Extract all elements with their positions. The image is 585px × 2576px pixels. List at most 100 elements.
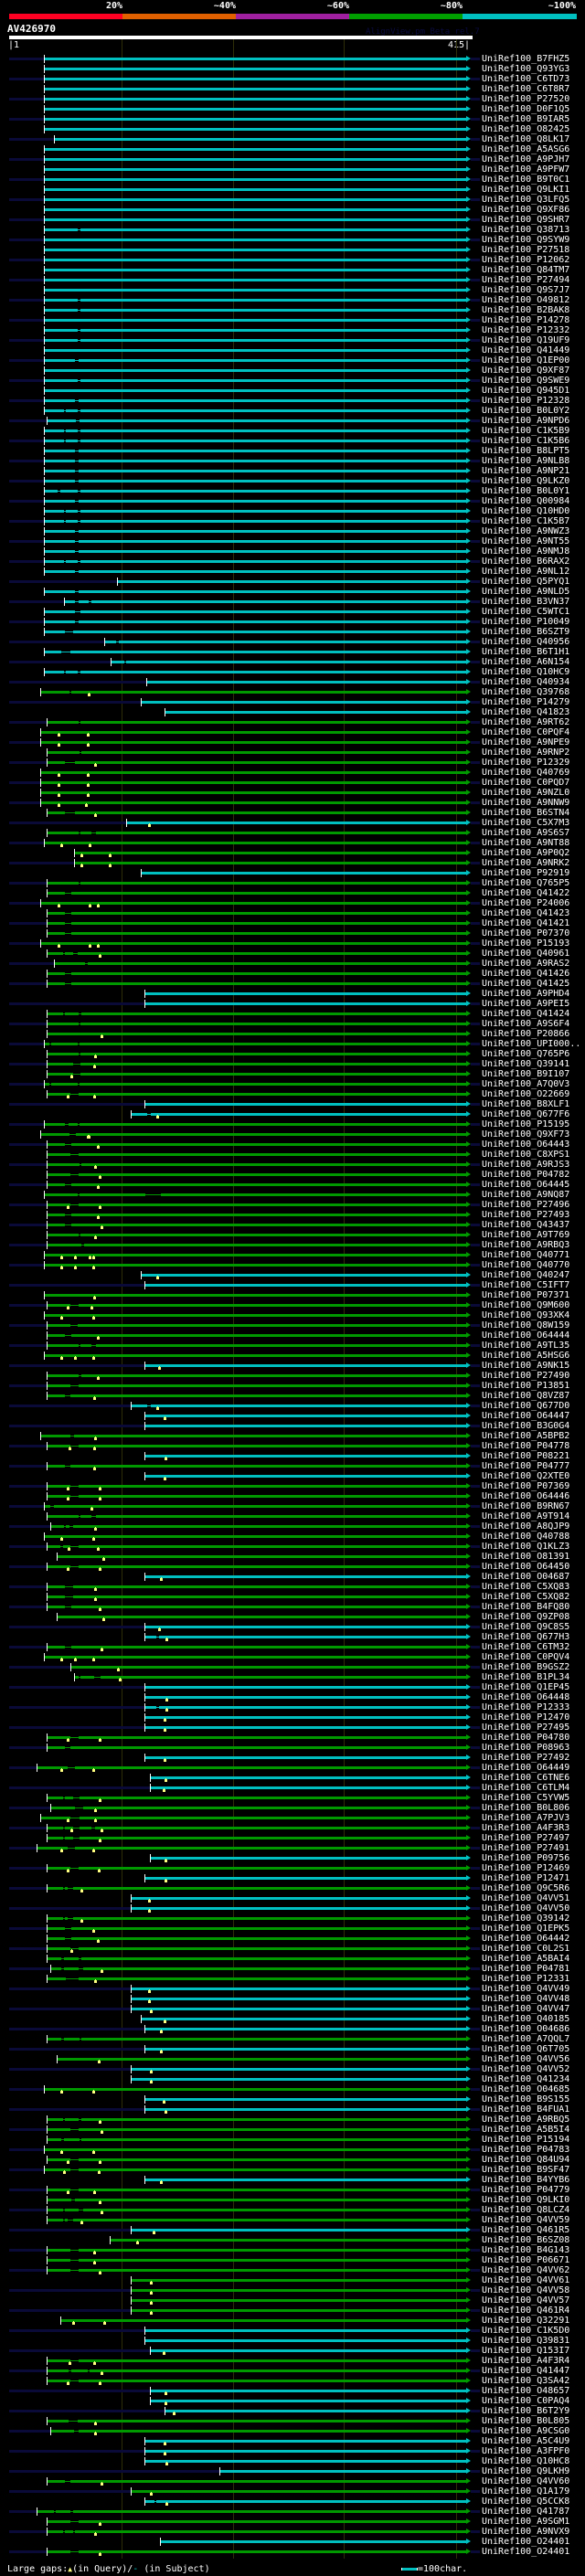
subject-label[interactable]: UniRef100_O04686: [482, 2024, 570, 2034]
alignment-row[interactable]: UniRef100_A9PJH7: [0, 154, 585, 164]
subject-label[interactable]: UniRef100_Q19UF9: [482, 335, 570, 345]
alignment-row[interactable]: UniRef100_Q677D0: [0, 1401, 585, 1411]
subject-label[interactable]: UniRef100_P20866: [482, 1029, 570, 1039]
subject-label[interactable]: UniRef100_Q93XK4: [482, 1310, 570, 1320]
alignment-row[interactable]: UniRef100_Q4VV62: [0, 2265, 585, 2275]
subject-label[interactable]: UniRef100_A4F3R4: [482, 2356, 570, 2366]
alignment-row[interactable]: UniRef100_Q40770: [0, 1260, 585, 1270]
alignment-row[interactable]: UniRef100_Q84U94: [0, 2155, 585, 2165]
alignment-row[interactable]: UniRef100_Q84TM7: [0, 265, 585, 275]
alignment-row[interactable]: UniRef100_Q43437: [0, 1220, 585, 1230]
alignment-row[interactable]: UniRef100_Q93YG3: [0, 64, 585, 74]
subject-label[interactable]: UniRef100_Q765P6: [482, 1049, 570, 1059]
alignment-row[interactable]: UniRef100_P27518: [0, 245, 585, 255]
subject-label[interactable]: UniRef100_P12333: [482, 1702, 570, 1712]
subject-label[interactable]: UniRef100_A9TL35: [482, 1341, 570, 1351]
alignment-row[interactable]: UniRef100_O48657: [0, 2386, 585, 2396]
alignment-row[interactable]: UniRef100_B9RN67: [0, 1501, 585, 1511]
alignment-row[interactable]: UniRef100_Q39141: [0, 1059, 585, 1069]
alignment-row[interactable]: UniRef100_P12470: [0, 1712, 585, 1723]
subject-label[interactable]: UniRef100_P12471: [482, 1873, 570, 1883]
subject-label[interactable]: UniRef100_Q4VV57: [482, 2295, 570, 2306]
subject-label[interactable]: UniRef100_Q461R4: [482, 2306, 570, 2316]
subject-label[interactable]: UniRef100_Q32291: [482, 2316, 570, 2326]
subject-label[interactable]: UniRef100_B6T1H1: [482, 647, 570, 657]
alignment-row[interactable]: UniRef100_P04779: [0, 2185, 585, 2195]
subject-label[interactable]: UniRef100_O81391: [482, 1552, 570, 1562]
subject-label[interactable]: UniRef100_Q40788: [482, 1532, 570, 1542]
subject-label[interactable]: UniRef100_B9I107: [482, 1069, 570, 1079]
alignment-row[interactable]: UniRef100_A9S6S7: [0, 828, 585, 838]
alignment-row[interactable]: UniRef100_P14278: [0, 315, 585, 325]
subject-label[interactable]: UniRef100_Q41425: [482, 979, 570, 989]
subject-label[interactable]: UniRef100_Q677F6: [482, 1109, 570, 1119]
alignment-row[interactable]: UniRef100_P08963: [0, 1743, 585, 1753]
alignment-row[interactable]: UniRef100_Q4VV60: [0, 2476, 585, 2486]
alignment-row[interactable]: UniRef100_C6TNE6: [0, 1773, 585, 1783]
subject-label[interactable]: UniRef100_B8XLF1: [482, 1099, 570, 1109]
subject-label[interactable]: UniRef100_Q2XTE0: [482, 1471, 570, 1481]
alignment-row[interactable]: UniRef100_Q41424: [0, 1009, 585, 1019]
subject-label[interactable]: UniRef100_Q4VV52: [482, 2064, 570, 2074]
subject-label[interactable]: UniRef100_Q9SWE9: [482, 376, 570, 386]
subject-label[interactable]: UniRef100_B9SF47: [482, 2165, 570, 2175]
alignment-row[interactable]: UniRef100_Q461R5: [0, 2225, 585, 2235]
subject-label[interactable]: UniRef100_B4YYB6: [482, 2175, 570, 2185]
alignment-row[interactable]: UniRef100_A9RAS2: [0, 959, 585, 969]
subject-label[interactable]: UniRef100_P07370: [482, 928, 570, 938]
alignment-row[interactable]: UniRef100_P07369: [0, 1481, 585, 1491]
alignment-row[interactable]: UniRef100_Q5CCK8: [0, 2496, 585, 2507]
subject-label[interactable]: UniRef100_Q8VZ87: [482, 1391, 570, 1401]
alignment-row[interactable]: UniRef100_Q2XTE0: [0, 1471, 585, 1481]
subject-label[interactable]: UniRef100_P27520: [482, 94, 570, 104]
alignment-row[interactable]: UniRef100_C5X7M3: [0, 818, 585, 828]
alignment-row[interactable]: UniRef100_Q4VV57: [0, 2295, 585, 2306]
subject-label[interactable]: UniRef100_A9RJS3: [482, 1160, 570, 1170]
subject-label[interactable]: UniRef100_B9T0C1: [482, 175, 570, 185]
alignment-row[interactable]: UniRef100_A5BPB2: [0, 1431, 585, 1441]
alignment-row[interactable]: UniRef100_Q41449: [0, 345, 585, 355]
subject-label[interactable]: UniRef100_O64447: [482, 1411, 570, 1421]
alignment-row[interactable]: UniRef100_Q41787: [0, 2507, 585, 2517]
alignment-row[interactable]: UniRef100_A9NK15: [0, 1361, 585, 1371]
alignment-row[interactable]: UniRef100_B4G143: [0, 2245, 585, 2255]
alignment-row[interactable]: UniRef100_A9NT55: [0, 536, 585, 546]
alignment-row[interactable]: UniRef100_Q1EP45: [0, 1682, 585, 1692]
subject-label[interactable]: UniRef100_Q9LKI1: [482, 185, 570, 195]
alignment-row[interactable]: UniRef100_Q39831: [0, 2336, 585, 2346]
alignment-row[interactable]: UniRef100_Q461R4: [0, 2306, 585, 2316]
alignment-row[interactable]: UniRef100_P24006: [0, 898, 585, 908]
subject-label[interactable]: UniRef100_C6TNE6: [482, 1773, 570, 1783]
subject-label[interactable]: UniRef100_Q4VV59: [482, 2215, 570, 2225]
alignment-row[interactable]: UniRef100_P27492: [0, 1753, 585, 1763]
alignment-row[interactable]: UniRef100_P12332: [0, 325, 585, 335]
alignment-row[interactable]: UniRef100_A9NVX9: [0, 2527, 585, 2537]
alignment-row[interactable]: UniRef100_A9TL35: [0, 1341, 585, 1351]
subject-label[interactable]: UniRef100_Q39141: [482, 1059, 570, 1069]
alignment-row[interactable]: UniRef100_A4F3R3: [0, 1823, 585, 1833]
alignment-row[interactable]: UniRef100_Q4VV47: [0, 2004, 585, 2014]
alignment-row[interactable]: UniRef100_O64443: [0, 1140, 585, 1150]
subject-label[interactable]: UniRef100_P12332: [482, 325, 570, 335]
subject-label[interactable]: UniRef100_Q41424: [482, 1009, 570, 1019]
subject-label[interactable]: UniRef100_A9NRK2: [482, 858, 570, 868]
alignment-row[interactable]: UniRef100_B4YYB6: [0, 2175, 585, 2185]
alignment-row[interactable]: UniRef100_B4FQ80: [0, 1602, 585, 1612]
alignment-row[interactable]: UniRef100_C0PQF4: [0, 727, 585, 737]
subject-label[interactable]: UniRef100_C6T8R7: [482, 84, 570, 94]
subject-label[interactable]: UniRef100_P09756: [482, 1853, 570, 1863]
subject-label[interactable]: UniRef100_Q8LCZ4: [482, 2205, 570, 2215]
alignment-row[interactable]: UniRef100_UPI000..: [0, 1039, 585, 1049]
subject-label[interactable]: UniRef100_Q8LK17: [482, 134, 570, 144]
subject-label[interactable]: UniRef100_A9NVX9: [482, 2527, 570, 2537]
subject-label[interactable]: UniRef100_Q4VV56: [482, 2054, 570, 2064]
subject-label[interactable]: UniRef100_Q4VV51: [482, 1893, 570, 1903]
alignment-row[interactable]: UniRef100_B0L805: [0, 2416, 585, 2426]
subject-label[interactable]: UniRef100_Q40247: [482, 1270, 570, 1280]
subject-label[interactable]: UniRef100_O64444: [482, 1330, 570, 1341]
alignment-row[interactable]: UniRef100_P27495: [0, 1723, 585, 1733]
subject-label[interactable]: UniRef100_O04685: [482, 2084, 570, 2094]
subject-label[interactable]: UniRef100_A9S6S7: [482, 828, 570, 838]
alignment-row[interactable]: UniRef100_O64446: [0, 1491, 585, 1501]
subject-label[interactable]: UniRef100_Q41787: [482, 2507, 570, 2517]
